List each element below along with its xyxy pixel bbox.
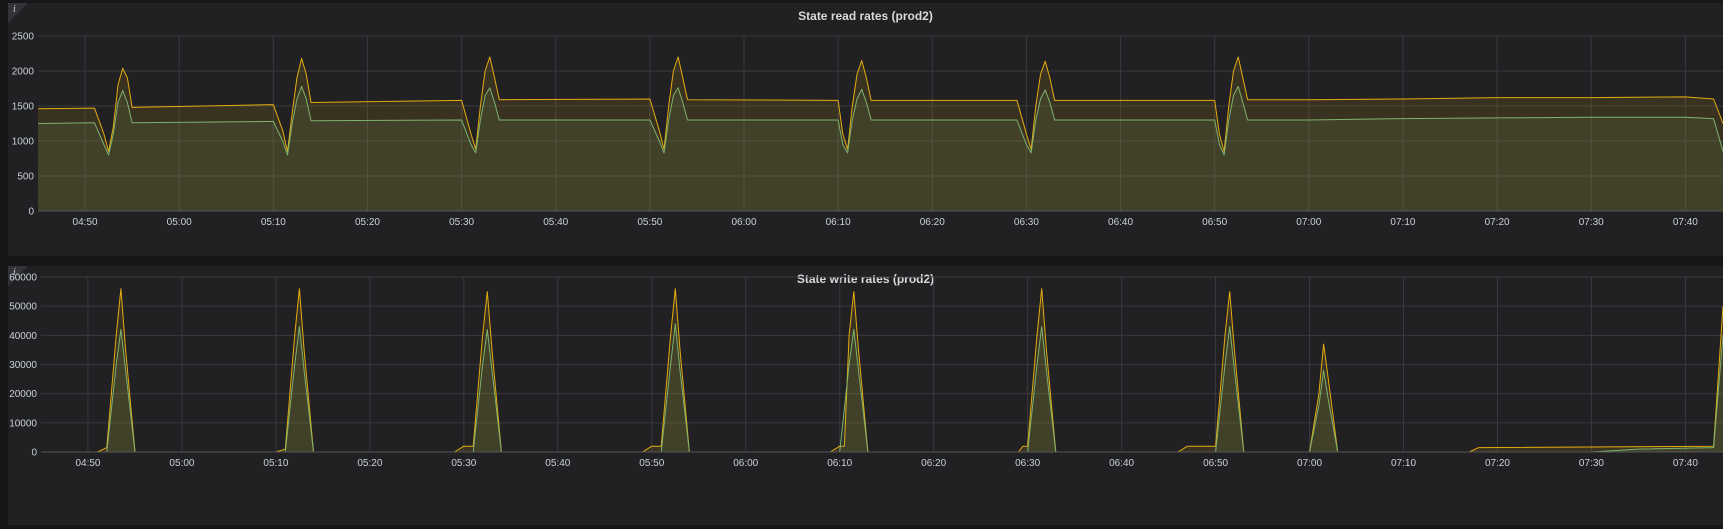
x-tick-label: 07:00 xyxy=(1297,458,1322,469)
panel-corner[interactable] xyxy=(8,266,28,286)
x-tick-label: 05:10 xyxy=(261,217,286,228)
x-tick-label: 05:00 xyxy=(167,217,192,228)
x-tick-label: 06:20 xyxy=(921,458,946,469)
info-icon[interactable]: i xyxy=(13,267,16,278)
x-tick-label: 07:20 xyxy=(1485,458,1510,469)
x-tick-label: 07:10 xyxy=(1391,458,1416,469)
write-rates-panel: i State write rates (prod2) 0 10000 20000 3… xyxy=(8,266,1723,525)
y-tick-label: 60000 xyxy=(9,273,37,284)
x-tick-label: 07:30 xyxy=(1579,217,1604,228)
x-tick-label: 07:10 xyxy=(1390,217,1415,228)
y-tick-label: 0 xyxy=(28,207,34,218)
x-tick-label: 06:00 xyxy=(731,217,756,228)
y-tick-label: 20000 xyxy=(9,389,37,400)
x-tick-label: 05:30 xyxy=(449,217,474,228)
y-tick-label: 30000 xyxy=(9,360,37,371)
y-tick-label: 10000 xyxy=(9,418,37,429)
series-area-0 xyxy=(38,57,1723,211)
x-tick-label: 05:40 xyxy=(543,217,568,228)
info-icon[interactable]: i xyxy=(13,4,16,15)
x-tick-label: 05:50 xyxy=(637,217,662,228)
y-tick-label: 1000 xyxy=(12,137,35,148)
x-tick-label: 07:40 xyxy=(1673,458,1698,469)
x-tick-label: 06:00 xyxy=(733,458,758,469)
y-tick-label: 40000 xyxy=(9,331,37,342)
panel-corner[interactable] xyxy=(8,3,28,23)
x-tick-label: 05:40 xyxy=(545,458,570,469)
y-tick-label: 2000 xyxy=(12,67,35,78)
x-tick-label: 07:20 xyxy=(1485,217,1510,228)
x-tick-label: 06:40 xyxy=(1108,217,1133,228)
x-tick-label: 06:30 xyxy=(1014,217,1039,228)
y-tick-label: 50000 xyxy=(9,302,37,313)
write-rates-chart[interactable]: 0 10000 20000 30000 40000 50000 60000 04:50 05:0… xyxy=(8,266,1723,525)
panel-title[interactable]: State read rates (prod2) xyxy=(798,9,933,23)
x-tick-label: 06:20 xyxy=(920,217,945,228)
x-tick-label: 06:10 xyxy=(826,217,851,228)
x-tick-label: 05:20 xyxy=(357,458,382,469)
series-line-1[interactable] xyxy=(41,323,1723,453)
x-tick-label: 06:10 xyxy=(827,458,852,469)
x-tick-label: 05:10 xyxy=(263,458,288,469)
x-tick-label: 05:00 xyxy=(169,458,194,469)
x-tick-label: 07:30 xyxy=(1579,458,1604,469)
read-rates-panel: i State read rates (prod2) 0 500 1000 1500 2… xyxy=(8,3,1723,256)
y-tick-label: 1500 xyxy=(12,102,35,113)
y-tick-label: 0 xyxy=(31,448,37,459)
series-area-1 xyxy=(38,86,1723,211)
y-tick-label: 500 xyxy=(17,172,34,183)
x-tick-label: 06:50 xyxy=(1202,217,1227,228)
series-line-0[interactable] xyxy=(41,288,1723,453)
x-tick-label: 05:50 xyxy=(639,458,664,469)
series-line-1[interactable] xyxy=(37,85,1723,156)
x-tick-label: 07:40 xyxy=(1673,217,1698,228)
x-tick-label: 05:30 xyxy=(451,458,476,469)
x-tick-label: 07:00 xyxy=(1296,217,1321,228)
x-tick-label: 06:40 xyxy=(1109,458,1134,469)
panel-title[interactable]: State write rates (prod2) xyxy=(796,272,935,286)
series-line-0[interactable] xyxy=(37,56,1723,152)
y-tick-label: 2500 xyxy=(12,32,35,43)
x-tick-label: 04:50 xyxy=(75,458,100,469)
x-tick-label: 05:20 xyxy=(355,217,380,228)
x-tick-label: 06:30 xyxy=(1015,458,1040,469)
x-tick-label: 06:50 xyxy=(1203,458,1228,469)
x-tick-label: 04:50 xyxy=(73,217,98,228)
read-rates-chart[interactable]: 0 500 1000 1500 2000 2500 04:50 05:00 05:10 05:20… xyxy=(8,3,1723,256)
series-area-1 xyxy=(41,323,1723,452)
